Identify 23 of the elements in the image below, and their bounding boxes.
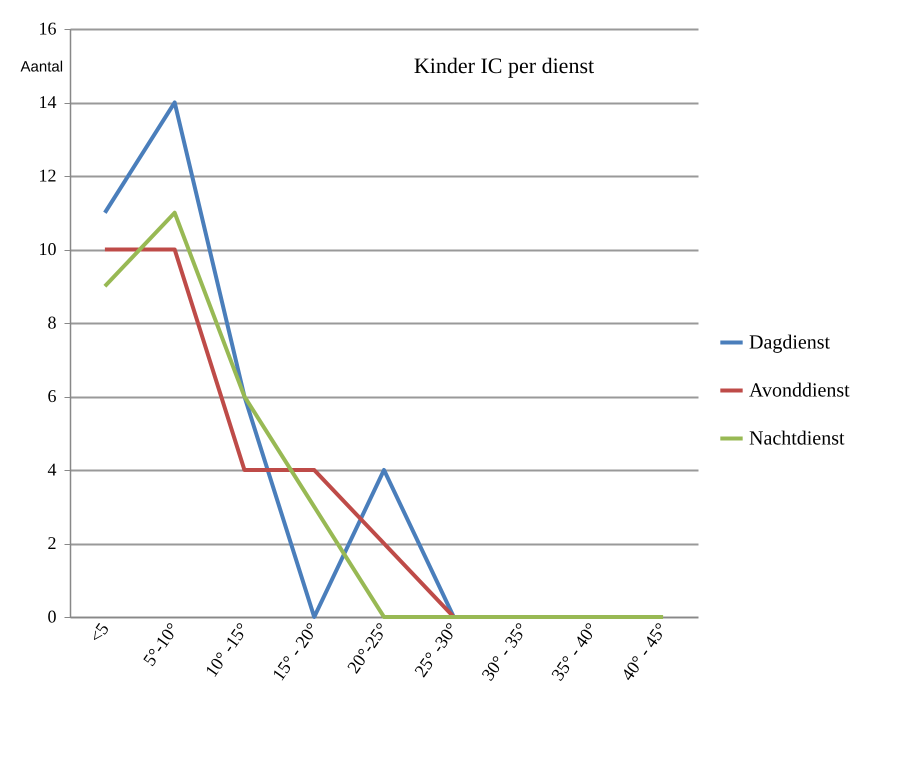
y-tick-label: 8 <box>48 312 56 332</box>
x-tick-label: 30° - 35° <box>478 619 532 684</box>
y-tick-label: 0 <box>48 606 56 626</box>
y-axis-title: Aantal <box>20 58 64 76</box>
legend-label: Avonddienst <box>749 380 850 402</box>
x-tick-label: 25° -30° <box>410 619 462 681</box>
line-series <box>102 100 456 619</box>
x-tick-label: 40° - 45° <box>617 619 671 684</box>
x-tick-label: 15° - 20° <box>268 619 322 684</box>
x-tick-label: 10° -15° <box>201 619 252 681</box>
legend-label: Dagdienst <box>749 332 831 354</box>
y-tick-label: 16 <box>38 18 56 38</box>
x-tick-label: <5 <box>85 619 113 646</box>
line-series <box>102 210 666 619</box>
y-tick-label: 14 <box>38 92 56 112</box>
legend-label: Nachtdienst <box>749 428 845 450</box>
y-tick-label: 6 <box>48 386 56 406</box>
text: Kinder IC per dienst <box>414 53 594 78</box>
y-tick-label: 4 <box>48 460 56 480</box>
y-tick-label: 10 <box>38 239 56 259</box>
y-tick-label: 12 <box>38 166 56 186</box>
x-tick-label: 35° - 40° <box>547 619 602 684</box>
y-tick-label: 2 <box>48 533 56 553</box>
